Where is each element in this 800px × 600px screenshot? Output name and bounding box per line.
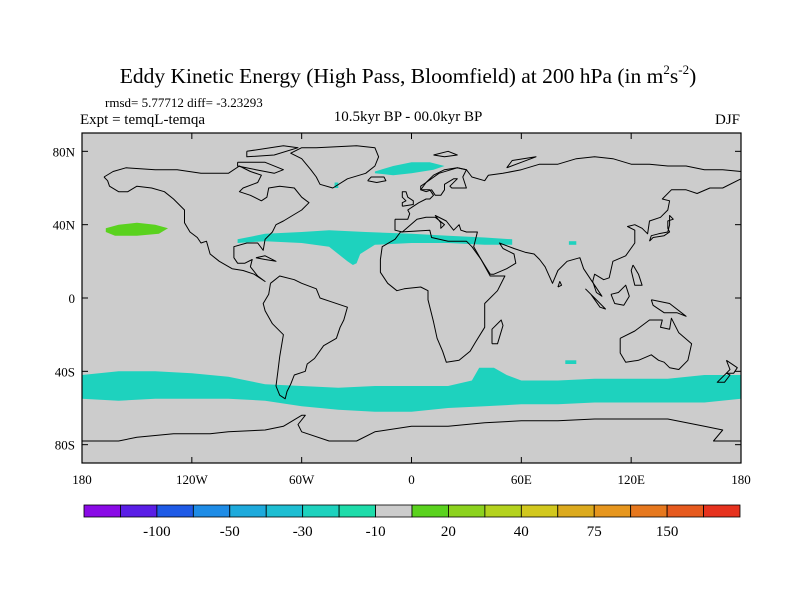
coastlines bbox=[82, 145, 742, 442]
region-central-asia-spot bbox=[568, 241, 577, 245]
colorbar-label: 20 bbox=[441, 524, 456, 540]
coastline-africa bbox=[379, 229, 506, 363]
coastline-borneo bbox=[610, 284, 630, 306]
coastline-new-guinea bbox=[650, 299, 687, 317]
x-tick-label: 60W bbox=[289, 472, 315, 487]
region-indian-ocean-spot bbox=[565, 360, 577, 364]
coastline-greenland bbox=[290, 145, 380, 189]
coastline-australia bbox=[619, 317, 693, 370]
colorbar: -100 -50 -30 -10 20 40 75 150 bbox=[83, 504, 741, 540]
coastline-new-zealand bbox=[725, 359, 738, 374]
unit-sup-2: 2 bbox=[663, 62, 670, 77]
colorbar-swatch bbox=[338, 504, 376, 518]
coastline-svalbard bbox=[433, 150, 458, 158]
stats-label: rmsd= 5.77712 diff= -3.23293 bbox=[105, 95, 263, 110]
colorbar-swatch bbox=[448, 504, 486, 518]
colorbar-swatch bbox=[630, 504, 668, 518]
colorbar-label: -100 bbox=[143, 524, 171, 540]
region-greenland-sea-band bbox=[374, 162, 445, 176]
coastline-sri-lanka bbox=[557, 281, 563, 288]
y-axis: 80N 40N 0 40S 80S bbox=[53, 144, 741, 453]
x-tick-label: 120W bbox=[176, 472, 209, 487]
experiment-label: Expt = temqL-temqa bbox=[80, 112, 205, 128]
coastline-south-america bbox=[262, 275, 348, 400]
x-tick-label: 180 bbox=[731, 472, 751, 487]
period-label: 10.5kyr BP - 00.0kyr BP bbox=[334, 109, 483, 125]
region-southern-ocean-belt bbox=[82, 367, 741, 412]
anomaly-regions bbox=[82, 162, 741, 412]
colorbar-swatch bbox=[666, 504, 704, 518]
colorbar-label: 75 bbox=[587, 524, 602, 540]
coastline-ellesmere bbox=[246, 145, 299, 158]
colorbar-label: -30 bbox=[293, 524, 313, 540]
coastline-cuba bbox=[255, 255, 277, 262]
y-tick-label: 80S bbox=[55, 438, 75, 453]
unit-sup-minus2: -2 bbox=[678, 62, 689, 77]
unit-s: s bbox=[670, 64, 678, 88]
colorbar-swatch bbox=[375, 504, 413, 518]
colorbar-swatch bbox=[557, 504, 595, 518]
season-label: DJF bbox=[715, 112, 740, 128]
y-tick-label: 80N bbox=[53, 144, 76, 159]
y-tick-label: 40N bbox=[53, 218, 76, 233]
chart-title: Eddy Kinetic Energy (High Pass, Bloomfie… bbox=[120, 62, 697, 88]
coastline-north-america bbox=[103, 165, 310, 282]
map-background bbox=[82, 133, 741, 463]
colorbar-label: -50 bbox=[220, 524, 240, 540]
coastline-new-zealand-south bbox=[716, 372, 731, 383]
coastline-scandinavia bbox=[420, 167, 467, 196]
x-tick-label: 120E bbox=[617, 472, 645, 487]
colorbar-label: -10 bbox=[366, 524, 386, 540]
chart-title-main: Eddy Kinetic Energy (High Pass, Bloomfie… bbox=[120, 64, 664, 88]
coastline-antarctica bbox=[82, 414, 741, 442]
title-close-paren: ) bbox=[689, 64, 696, 88]
colorbar-swatch bbox=[265, 504, 304, 518]
coastline-iceland bbox=[367, 176, 387, 183]
colorbar-swatch bbox=[229, 504, 267, 518]
colorbar-label: 150 bbox=[656, 524, 679, 540]
region-north-pacific-positive-patch bbox=[105, 222, 168, 236]
coastline-novaya-zemlya bbox=[506, 156, 537, 169]
colorbar-swatch bbox=[302, 504, 340, 518]
colorbar-label: 40 bbox=[514, 524, 529, 540]
coastline-taiwan-philippines bbox=[630, 264, 643, 286]
colorbar-swatch bbox=[703, 504, 741, 518]
colorbar-swatch bbox=[120, 504, 158, 518]
x-tick-label: 0 bbox=[408, 472, 415, 487]
coastline-hudson-islands bbox=[237, 161, 284, 174]
colorbar-swatch bbox=[484, 504, 522, 518]
colorbar-swatch bbox=[156, 504, 194, 518]
coastline-eurasia bbox=[394, 156, 742, 297]
x-tick-label: 60E bbox=[511, 472, 532, 487]
colorbar-swatch bbox=[192, 504, 231, 518]
coastline-sumatra bbox=[585, 288, 606, 310]
colorbar-swatch bbox=[411, 504, 449, 518]
coastline-madagascar bbox=[491, 319, 504, 345]
x-tick-label: 180 bbox=[72, 472, 92, 487]
colorbar-swatch bbox=[593, 504, 632, 518]
coastline-japan bbox=[649, 215, 674, 242]
colorbar-swatch bbox=[83, 504, 121, 518]
coastline-great-britain bbox=[401, 191, 414, 207]
y-tick-label: 40S bbox=[55, 364, 75, 379]
x-axis: 180 120W 60W 0 60E 120E 180 bbox=[72, 133, 751, 487]
region-north-atlantic-eurasia-band bbox=[237, 230, 513, 265]
y-tick-label: 0 bbox=[69, 291, 76, 306]
colorbar-swatch bbox=[520, 504, 559, 518]
